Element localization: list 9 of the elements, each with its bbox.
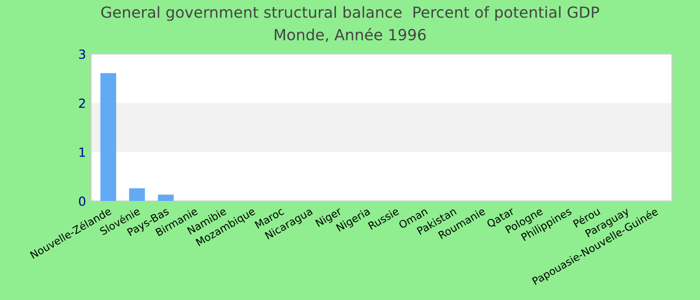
y-tick-label: 0 xyxy=(79,196,86,206)
bar xyxy=(158,194,174,201)
y-tick-label: 3 xyxy=(79,49,86,59)
bar xyxy=(129,188,145,201)
bar xyxy=(100,73,116,201)
chart-title: General government structural balance Percent of potential GDP xyxy=(101,6,600,21)
y-tick-label: 1 xyxy=(80,148,85,157)
chart-subtitle: Monde, Année 1996 xyxy=(274,28,426,42)
y-tick-label: 2 xyxy=(79,98,85,108)
